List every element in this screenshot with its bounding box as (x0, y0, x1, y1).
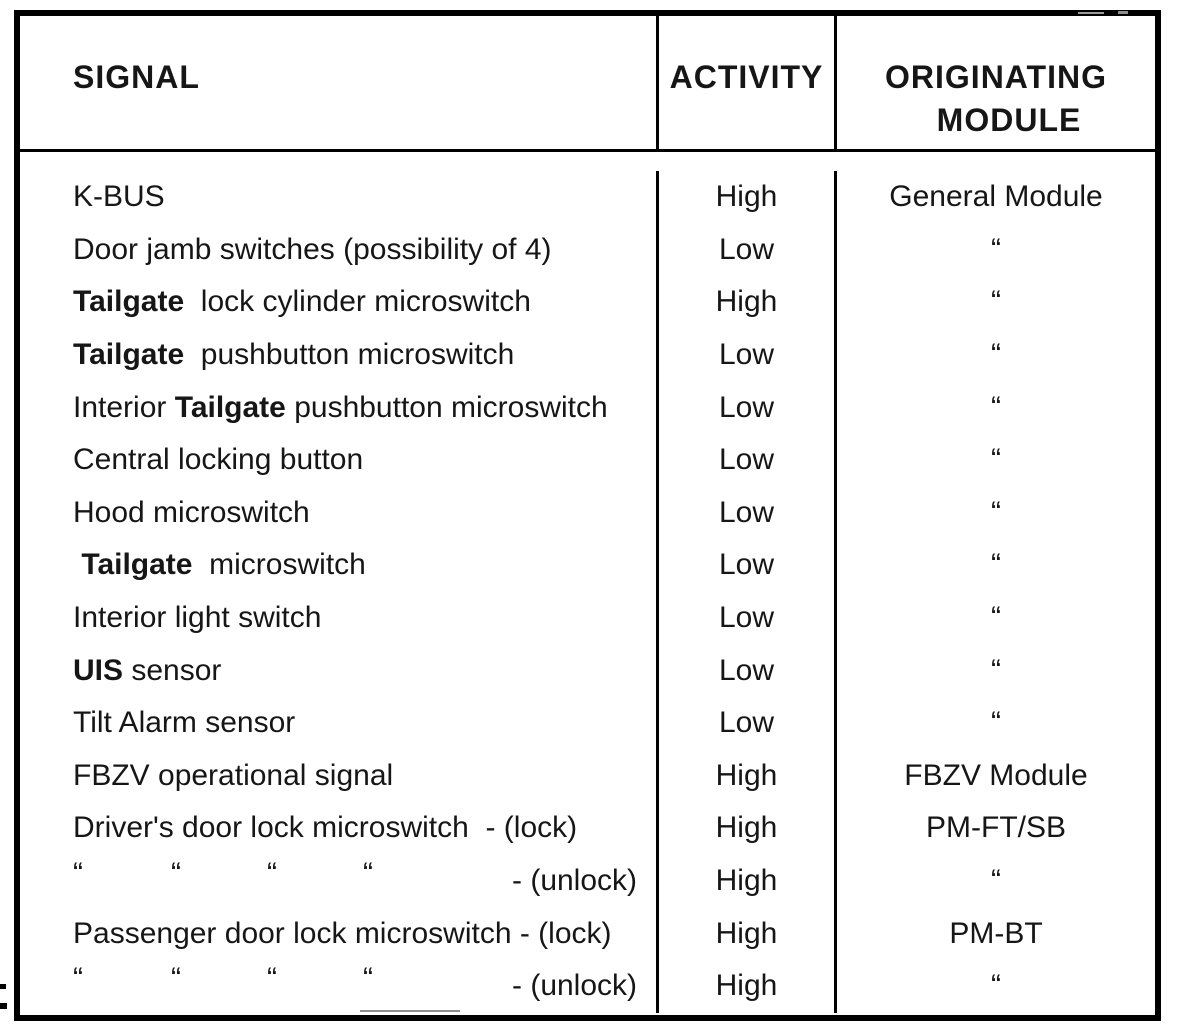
scan-artifact (0, 1003, 7, 1009)
signal-cell: Hood microswitch (20, 487, 656, 540)
ditto-mark: “ (171, 856, 181, 890)
scan-artifact (1118, 11, 1128, 14)
signal-cell: Passenger door lock microswitch - (lock) (20, 907, 656, 960)
signal-cell: Tailgate lock cylinder microswitch (20, 276, 656, 329)
signal-cell: Central locking button (20, 434, 656, 487)
header-originating-module-line2: MODULE (936, 102, 1082, 138)
module-cell: General Module (834, 171, 1155, 224)
signal-cell: Interior light switch (20, 592, 656, 645)
signal-cell: “ “ “ “ - (unlock) (20, 960, 656, 1013)
signal-activity-table: SIGNAL ACTIVITY ORIGINATING MODULE K-BUS… (14, 10, 1161, 1021)
ditto-mark: “ (73, 961, 83, 995)
signal-text: microswitch (192, 548, 366, 582)
signal-cell: Interior Tailgate pushbutton microswitch (20, 381, 656, 434)
ditto-mark: “ (363, 856, 373, 890)
activity-cell: Low (656, 696, 834, 750)
signal-text: FBZV operational signal (73, 758, 394, 792)
ditto-mark: “ (73, 856, 83, 890)
activity-cell: Low (656, 328, 834, 382)
signal-text: lock cylinder microswitch (184, 285, 531, 319)
table-header-row: SIGNAL ACTIVITY ORIGINATING MODULE (20, 16, 1155, 152)
signal-text-bold: Tailgate (73, 285, 185, 319)
signal-cell: Tailgate microswitch (20, 539, 656, 592)
signal-text: pushbutton microswitch (285, 390, 608, 424)
module-cell: “ (834, 959, 1155, 1013)
activity-cell: High (656, 171, 834, 224)
signal-cell: Driver's door lock microswitch - (lock) (20, 802, 656, 855)
module-cell: FBZV Module (834, 749, 1155, 803)
module-cell: “ (834, 696, 1155, 750)
signal-cell: UIS sensor (20, 644, 656, 697)
signal-text: Tilt Alarm sensor (73, 706, 296, 740)
signal-cell: K-BUS (20, 171, 656, 224)
table-body: K-BUS High General Module Door jamb switche… (20, 152, 1155, 1013)
ditto-mark: “ (363, 961, 373, 995)
activity-cell: Low (656, 433, 834, 487)
ditto-mark: “ (267, 961, 277, 995)
module-cell: “ (834, 591, 1155, 645)
activity-cell: Low (656, 486, 834, 540)
module-cell: “ (834, 644, 1155, 697)
signal-text: Passenger door lock microswitch - (lock) (73, 916, 612, 950)
module-cell: “ (834, 486, 1155, 540)
header-signal: SIGNAL (73, 59, 200, 95)
activity-cell: Low (656, 591, 834, 645)
scan-artifact (0, 984, 6, 989)
scan-artifact (1078, 12, 1104, 14)
signal-text (73, 550, 81, 580)
module-cell: “ (834, 381, 1155, 434)
activity-cell: High (656, 749, 834, 803)
scan-artifact (360, 1010, 460, 1012)
signal-text-bold: UIS (73, 653, 124, 687)
module-cell: “ (834, 223, 1155, 277)
signal-cell: FBZV operational signal (20, 750, 656, 803)
signal-text: Interior light switch (73, 601, 322, 635)
activity-cell: High (656, 276, 834, 329)
signal-text-bold: Tailgate (73, 338, 185, 372)
activity-cell: High (656, 802, 834, 855)
signal-text: Driver's door lock microswitch - (lock) (73, 811, 578, 845)
signal-cell: Tailgate pushbutton microswitch (20, 329, 656, 382)
signal-suffix: - (unlock) (512, 969, 638, 1003)
activity-cell: Low (656, 223, 834, 277)
signal-suffix: - (unlock) (512, 864, 638, 898)
header-originating-module-line1: ORIGINATING (885, 59, 1107, 95)
activity-cell: High (656, 959, 834, 1013)
activity-cell: Low (656, 381, 834, 434)
header-originating-module: ORIGINATING MODULE (834, 16, 1155, 149)
activity-cell: High (656, 907, 834, 960)
module-cell: PM-BT (834, 907, 1155, 960)
signal-text: Central locking button (73, 443, 364, 477)
signal-cell: Door jamb switches (possibility of 4) (20, 224, 656, 277)
ditto-mark: “ (171, 961, 181, 995)
module-cell: “ (834, 276, 1155, 329)
module-cell: “ (834, 539, 1155, 592)
signal-text: K-BUS (73, 180, 165, 214)
activity-cell: High (656, 854, 834, 908)
signal-text-bold: Tailgate (81, 548, 193, 582)
signal-text: Door jamb switches (possibility of 4) (73, 232, 552, 266)
ditto-mark: “ (267, 856, 277, 890)
module-cell: “ (834, 328, 1155, 382)
signal-text: Interior (73, 390, 175, 424)
activity-cell: Low (656, 539, 834, 592)
signal-text: pushbutton microswitch (184, 338, 515, 372)
signal-text-bold: Tailgate (174, 390, 286, 424)
signal-cell: Tilt Alarm sensor (20, 697, 656, 750)
module-cell: “ (834, 854, 1155, 908)
header-activity: ACTIVITY (656, 16, 834, 149)
signal-text: sensor (123, 653, 222, 687)
module-cell: PM-FT/SB (834, 802, 1155, 855)
module-cell: “ (834, 433, 1155, 487)
signal-text: Hood microswitch (73, 495, 310, 529)
activity-cell: Low (656, 644, 834, 697)
signal-cell: “ “ “ “ - (unlock) (20, 855, 656, 908)
